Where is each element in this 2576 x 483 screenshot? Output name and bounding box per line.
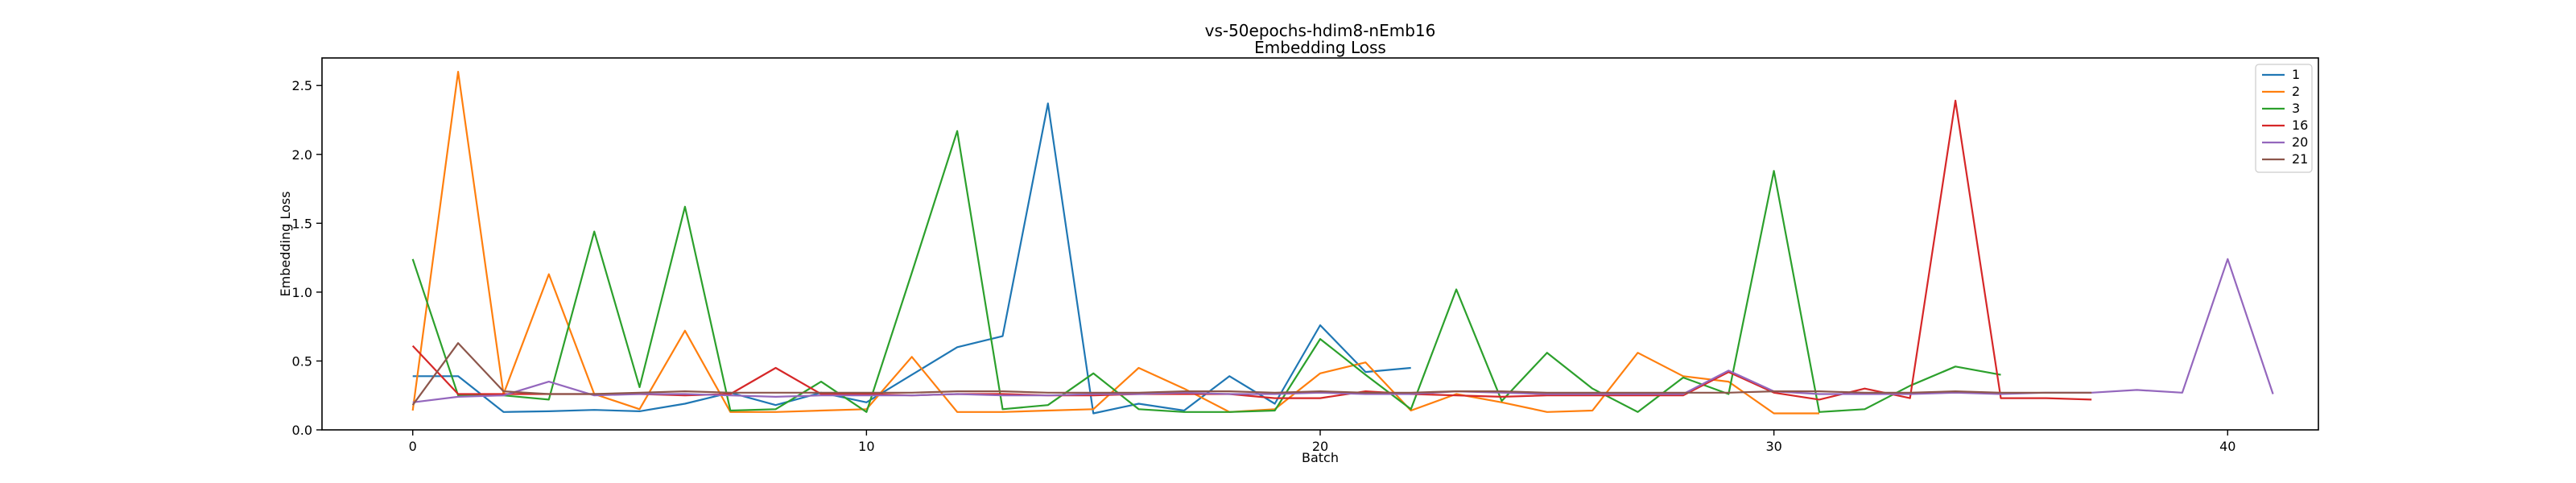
series-line-1 bbox=[412, 102, 1411, 415]
x-tick-label: 10 bbox=[858, 439, 874, 454]
series-line-2 bbox=[411, 70, 1819, 415]
y-axis-label: Embedding Loss bbox=[278, 192, 293, 297]
chart-title: vs-50epochs-hdim8-nEmb16 bbox=[1205, 21, 1436, 40]
x-axis-ticks: 0 10 20 30 40 bbox=[409, 430, 2235, 454]
x-axis-label: Batch bbox=[1302, 450, 1339, 465]
series-line-16 bbox=[411, 99, 2092, 401]
legend-label-21: 21 bbox=[2292, 151, 2308, 167]
x-tick-label: 30 bbox=[1765, 439, 1781, 454]
y-tick-label: 2.0 bbox=[292, 147, 312, 163]
chart-subtitle: Embedding Loss bbox=[1254, 38, 1386, 57]
x-tick-label: 0 bbox=[409, 439, 417, 454]
y-tick-label: 1.5 bbox=[292, 216, 312, 231]
series-line-3 bbox=[411, 130, 2001, 413]
legend-label-3: 3 bbox=[2292, 101, 2300, 116]
series-line-20 bbox=[412, 258, 2274, 403]
legend-label-16: 16 bbox=[2292, 118, 2308, 133]
legend-label-20: 20 bbox=[2292, 134, 2308, 150]
y-tick-label: 0.5 bbox=[292, 353, 312, 369]
legend-label-1: 1 bbox=[2292, 67, 2300, 82]
x-tick-label: 40 bbox=[2219, 439, 2235, 454]
y-tick-label: 0.0 bbox=[292, 423, 312, 438]
x-tick-label: 20 bbox=[1312, 439, 1328, 454]
series-layer bbox=[411, 70, 2274, 415]
legend-label-2: 2 bbox=[2292, 84, 2300, 99]
y-axis-ticks: 0.0 0.5 1.0 1.5 2.0 2.5 bbox=[292, 78, 322, 438]
y-tick-label: 1.0 bbox=[292, 285, 312, 300]
series-line-21 bbox=[411, 342, 2092, 406]
y-tick-label: 2.5 bbox=[292, 78, 312, 93]
